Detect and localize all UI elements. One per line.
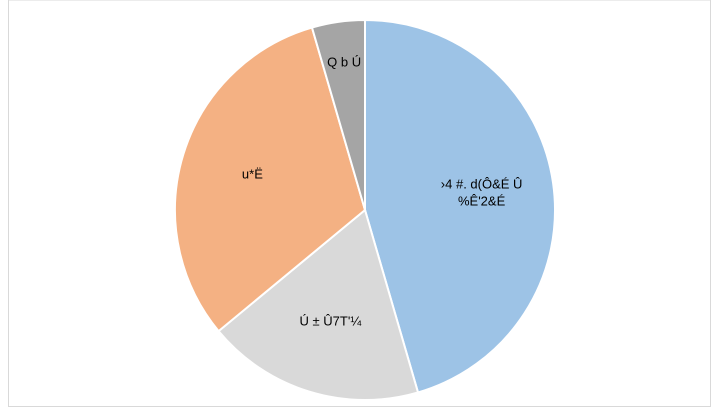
slice-label-line: Ú ± Û7T'¼ [300, 314, 362, 329]
slice-label-line: %Ê'2&É [458, 194, 506, 209]
slice-label-line: Q b Ú [327, 55, 361, 70]
slice-label: Ú ± Û7T'¼ [300, 314, 362, 329]
slice-label-line: u*Ë [242, 167, 263, 182]
slice-label-line: ›4 #. d(Ô&É Û [441, 177, 523, 192]
pie-slice [364, 18, 556, 394]
slice-label: ›4 #. d(Ô&É Û %Ê'2&É [441, 177, 523, 209]
pie-slice [217, 208, 420, 401]
slice-label: Q b Ú [327, 55, 361, 70]
pie-slice [310, 18, 366, 211]
slice-label: u*Ë [242, 167, 263, 182]
pie-slice [174, 26, 367, 333]
